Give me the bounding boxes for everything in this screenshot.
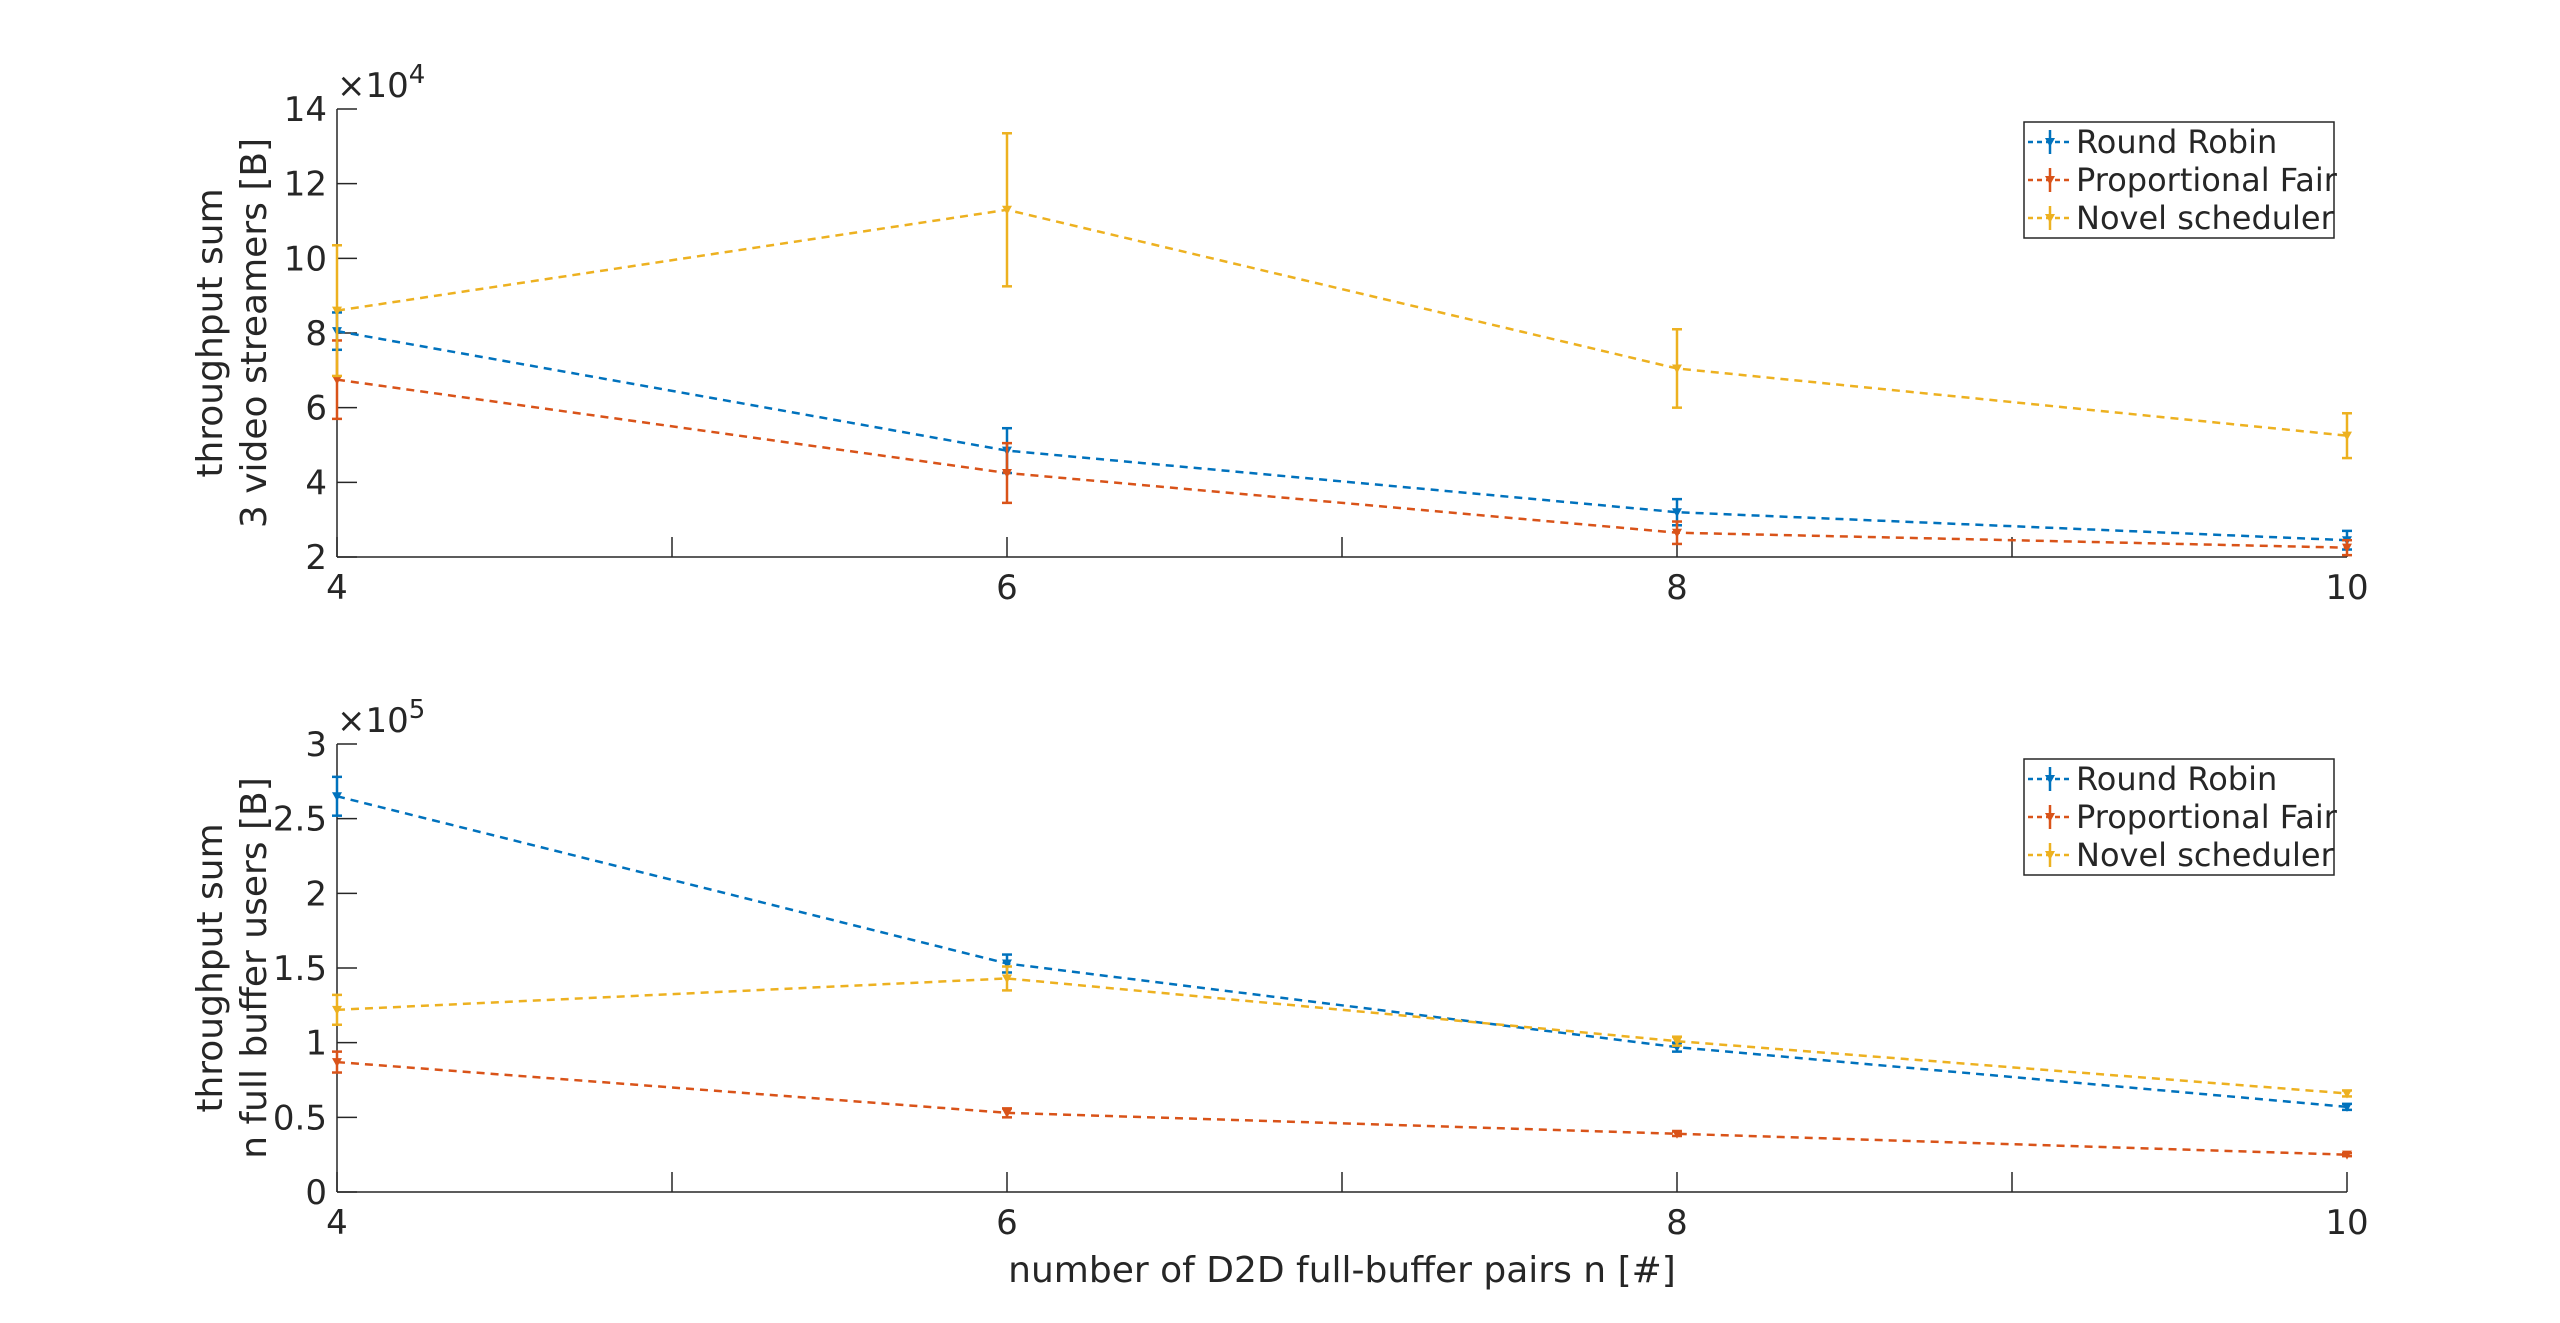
data-point [332,792,342,802]
y-tick-label: 4 [305,463,327,503]
y-axis-label-line-1: throughput sum [190,823,231,1112]
chart-panel-2: 4 6 8 10 0 0.5 1 1.5 2 2.5 3×105 throughput sum n fu… [190,695,2369,1291]
legend-swatch-marker [2045,176,2055,185]
legend-swatch-marker [2045,775,2055,784]
x-tick-label: 8 [1666,1203,1688,1243]
series-proportional-fair [332,1050,2352,1160]
legend-swatch-marker [2045,851,2055,860]
y-exponent-power: 5 [409,695,426,725]
y-tick-label: 10 [284,239,327,279]
y-tick-label: 8 [305,314,327,354]
legend-swatch-marker [2045,138,2055,147]
data-point [2342,1089,2352,1099]
data-point [2342,1150,2352,1160]
y-tick-label: 3 [305,725,327,765]
y-tick-label: 2 [305,538,327,578]
y-axis-label-line-1: throughput sum [190,188,231,477]
data-point [1672,528,1682,538]
y-tick-label: 1 [305,1024,327,1064]
data-point [1002,959,1012,969]
y-exponent-label: ×104 [337,60,425,106]
data-point [1672,1129,1682,1139]
x-tick-label: 10 [2325,1203,2368,1243]
legend-entry-label: Novel scheduler [2076,836,2335,874]
data-point [1672,508,1682,518]
data-point [1002,974,1012,984]
y-tick-label: 0 [305,1173,327,1213]
series-line [336,795,2348,1109]
y-tick-label: 2 [305,874,327,914]
series-line [336,208,2348,437]
series-novel-scheduler [332,965,2352,1099]
data-point [1672,364,1682,374]
x-tick-label: 6 [996,568,1018,608]
series-line [336,1060,2348,1156]
y-tick-label: 6 [305,389,327,429]
data-point [2342,431,2352,441]
series-line [336,977,2348,1095]
series-proportional-fair [332,339,2352,557]
y-tick-label: 14 [284,90,327,130]
legend-entry-label: Novel scheduler [2076,199,2335,237]
data-point [332,1058,342,1068]
x-tick-label: 6 [996,1203,1018,1243]
data-point [2342,1102,2352,1112]
data-point [1002,205,1012,215]
legend-entry-label: Round Robin [2076,123,2277,161]
legend-entry-label: Round Robin [2076,760,2277,798]
data-point [332,1005,342,1015]
data-point [1002,469,1012,478]
x-tick-label: 4 [326,568,348,608]
data-point [1672,1037,1682,1047]
y-exponent-label: ×105 [337,695,425,741]
y-exponent-power: 4 [409,60,426,90]
y-tick-label: 0.5 [273,1098,327,1138]
legend-entry-label: Proportional Fair [2076,798,2338,836]
y-tick-label: 2.5 [273,800,327,840]
series-line [336,329,2348,542]
data-point [1002,1108,1012,1118]
data-point [332,375,342,385]
series-round-robin [332,311,2352,551]
x-tick-label: 8 [1666,568,1688,608]
data-point [332,306,342,316]
y-tick-label: 1.5 [273,949,327,989]
y-tick-label: 12 [284,165,327,205]
legend-box [2023,758,2335,876]
legend-swatch-marker [2045,214,2055,223]
x-tick-label: 4 [326,1203,348,1243]
x-axis-label: number of D2D full-buffer pairs n [#] [1008,1250,1676,1291]
series-line [336,378,2348,549]
x-tick-label: 10 [2325,568,2368,608]
legend-swatch-marker [2045,813,2055,822]
series-novel-scheduler [332,132,2352,460]
y-axis-label-line-2: 3 video streamers [B] [234,138,275,528]
data-point [2342,543,2352,553]
legend-box [2023,121,2335,239]
legend-entry-label: Proportional Fair [2076,161,2338,199]
y-axis-label-line-2: n full buffer users [B] [234,777,275,1159]
